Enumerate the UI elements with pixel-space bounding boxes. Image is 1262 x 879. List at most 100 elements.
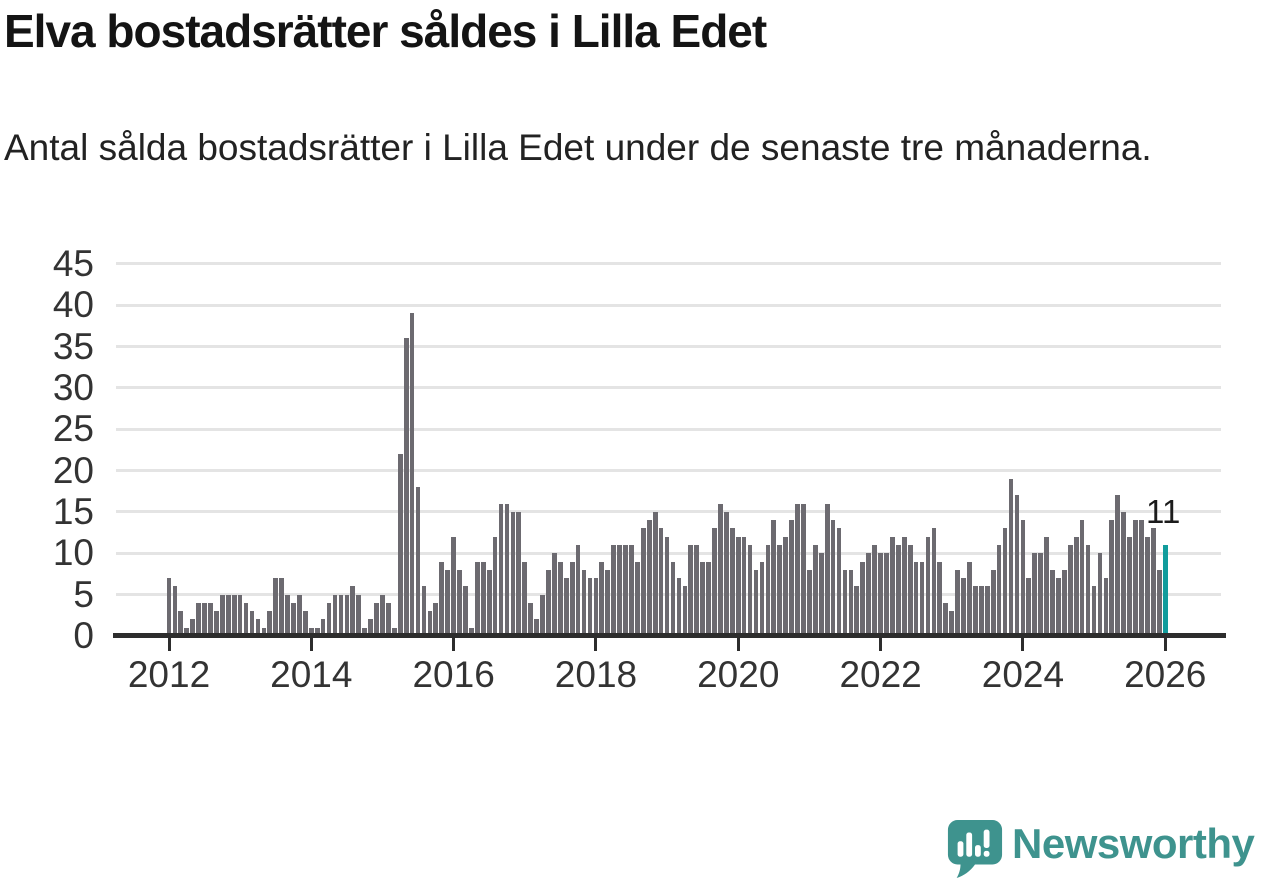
bar [967, 561, 972, 636]
bar [1056, 578, 1061, 636]
bar [261, 627, 267, 636]
bar [498, 503, 504, 636]
bar [279, 578, 284, 636]
x-axis-tick [1163, 633, 1167, 651]
bar [421, 586, 427, 636]
bar [557, 561, 563, 636]
x-axis-tick-label: 2024 [981, 654, 1065, 695]
bar [575, 545, 581, 636]
bar [848, 569, 854, 636]
bar [706, 561, 711, 636]
bar [439, 561, 445, 636]
bar [1091, 586, 1097, 636]
y-gridline [116, 469, 1221, 473]
bar [1020, 520, 1026, 636]
x-axis-tick-label: 2020 [697, 654, 780, 695]
bar [1079, 520, 1085, 636]
speech-bubble-bar-chart-icon [947, 819, 1003, 878]
bar [314, 627, 320, 636]
bar [320, 619, 326, 636]
bar [243, 602, 249, 636]
bar [830, 520, 836, 636]
bar [1103, 578, 1109, 636]
bar [1073, 536, 1079, 636]
bar [338, 594, 344, 636]
bar [219, 594, 225, 636]
bar [528, 602, 534, 636]
bar [1044, 536, 1049, 636]
bar [540, 594, 545, 636]
bar [457, 569, 462, 636]
bar [403, 338, 409, 636]
bar [777, 545, 783, 636]
chart-title: Elva bostadsrätter såldes i Lilla Edet [4, 5, 767, 57]
bar [1133, 520, 1138, 636]
bar-highlighted [1162, 545, 1168, 636]
bar [670, 561, 676, 636]
bar [984, 586, 990, 636]
bar [273, 578, 279, 636]
newsworthy-logo: Newsworthy [946, 818, 1262, 879]
bar [658, 528, 664, 636]
bar [611, 545, 617, 636]
x-axis-tick-label: 2022 [839, 654, 922, 695]
x-axis-tick [736, 633, 740, 651]
bar [1139, 520, 1144, 636]
bar [486, 569, 492, 636]
bar [1032, 553, 1038, 636]
bar [350, 586, 356, 636]
y-axis-tick-label: 5 [73, 573, 94, 615]
bar [297, 594, 302, 636]
x-axis-tick [167, 633, 171, 651]
bar [629, 545, 634, 636]
y-gridline [116, 510, 1221, 514]
bar [1038, 553, 1043, 636]
y-gridline [116, 386, 1221, 390]
bar [599, 561, 605, 636]
bar [955, 569, 960, 636]
bar [771, 520, 777, 636]
bar [895, 545, 901, 636]
bar [605, 569, 611, 636]
bar [884, 553, 889, 636]
bar [890, 536, 895, 636]
x-axis-tick-label: 2018 [554, 654, 638, 695]
bar [1150, 528, 1156, 636]
bar [676, 578, 682, 636]
bar [1145, 536, 1150, 636]
bar [913, 561, 919, 636]
bar [1097, 553, 1103, 636]
bar [990, 569, 996, 636]
bar [397, 454, 403, 636]
bar [753, 569, 759, 636]
y-axis-tick-label: 20 [52, 449, 94, 491]
y-axis-tick-label: 45 [52, 242, 94, 284]
bar [255, 619, 261, 636]
y-axis-tick-label: 0 [73, 615, 94, 656]
bar [878, 553, 883, 636]
y-axis-tick-label: 40 [52, 284, 94, 326]
bar [344, 594, 350, 636]
bar [202, 602, 207, 636]
bar [552, 553, 557, 636]
bar [795, 503, 800, 636]
bar [1014, 495, 1020, 636]
bar [445, 569, 450, 636]
bar [1002, 528, 1008, 636]
x-axis-tick [309, 633, 313, 651]
bar [469, 627, 474, 636]
bar [308, 627, 314, 636]
bar [718, 503, 723, 636]
bar [623, 545, 628, 636]
bar [854, 586, 860, 636]
bar [166, 578, 172, 636]
y-axis-tick-label: 30 [52, 366, 94, 408]
bar [836, 528, 842, 636]
bar [225, 594, 231, 636]
bar [581, 569, 587, 636]
bar [563, 578, 569, 636]
y-gridline [116, 427, 1221, 431]
bar [546, 569, 551, 636]
bar [907, 545, 913, 636]
